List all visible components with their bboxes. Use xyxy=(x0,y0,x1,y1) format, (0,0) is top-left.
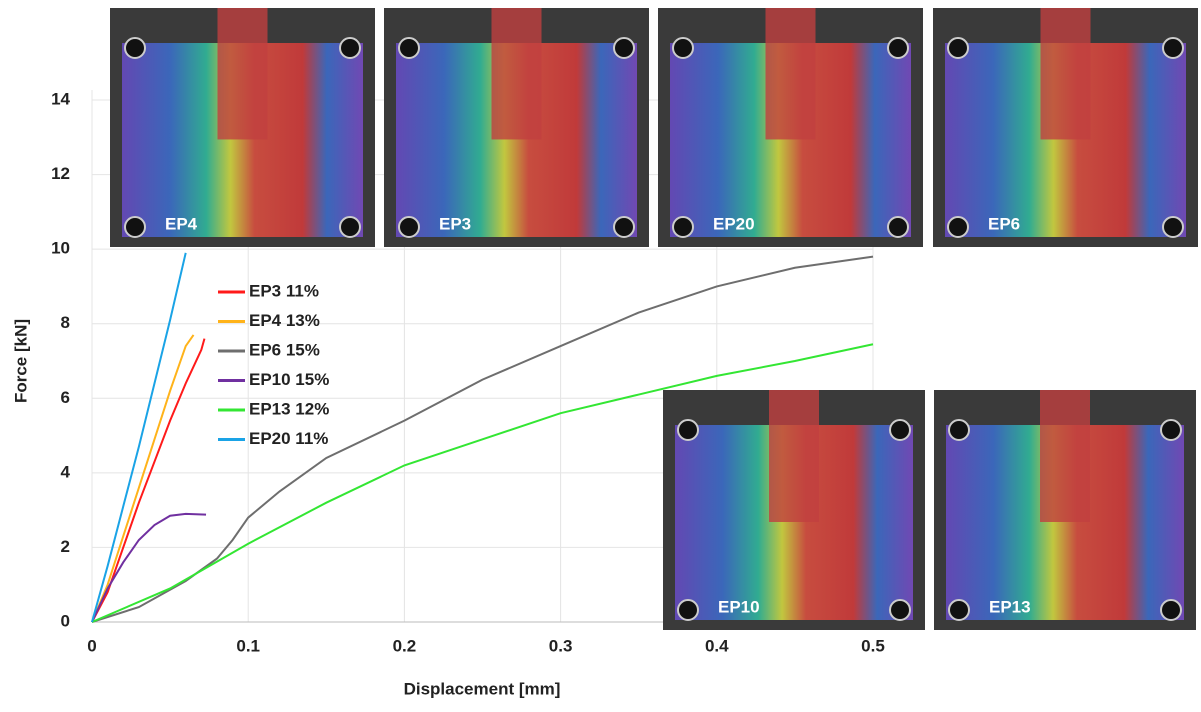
x-tick-label: 0.3 xyxy=(549,636,573,655)
y-tick-label: 4 xyxy=(61,462,71,481)
legend-label: EP20 11% xyxy=(249,429,328,448)
inset-label: EP4 xyxy=(165,214,198,233)
x-axis-title: Displacement [mm] xyxy=(404,679,561,698)
y-tick-label: 0 xyxy=(61,611,70,630)
x-tick-label: 0 xyxy=(87,636,96,655)
inset-hole xyxy=(889,419,911,441)
inset-hole xyxy=(339,216,361,238)
legend-label: EP13 12% xyxy=(249,399,329,418)
inset-label: EP13 xyxy=(989,597,1031,616)
inset-hole xyxy=(672,37,694,59)
y-tick-label: 8 xyxy=(61,313,70,332)
inset-hole xyxy=(339,37,361,59)
inset-grip xyxy=(769,390,819,522)
inset-hole xyxy=(613,216,635,238)
inset-hole xyxy=(947,216,969,238)
inset-hole xyxy=(613,37,635,59)
y-tick-label: 2 xyxy=(61,537,70,556)
inset-grip xyxy=(1040,8,1091,140)
inset-hole xyxy=(677,599,699,621)
inset-hole xyxy=(677,419,699,441)
inset-label: EP3 xyxy=(439,214,471,233)
legend-label: EP6 15% xyxy=(249,340,320,359)
y-tick-label: 12 xyxy=(51,164,70,183)
x-tick-label: 0.1 xyxy=(236,636,260,655)
inset-grip xyxy=(1040,390,1090,522)
x-tick-label: 0.4 xyxy=(705,636,729,655)
inset-hole xyxy=(1160,419,1182,441)
legend-label: EP4 13% xyxy=(249,311,320,330)
inset-hole xyxy=(947,37,969,59)
inset-grip xyxy=(491,8,542,140)
inset-hole xyxy=(887,37,909,59)
inset-hole xyxy=(398,37,420,59)
y-tick-label: 10 xyxy=(51,239,70,258)
inset-label: EP6 xyxy=(988,214,1020,233)
inset-hole xyxy=(948,419,970,441)
inset-label: EP10 xyxy=(718,597,760,616)
inset-hole xyxy=(672,216,694,238)
y-tick-label: 14 xyxy=(51,89,70,108)
legend-label: EP10 15% xyxy=(249,370,329,389)
inset-hole xyxy=(1162,216,1184,238)
inset-grip xyxy=(217,8,268,140)
inset-hole xyxy=(1160,599,1182,621)
x-tick-label: 0.2 xyxy=(393,636,417,655)
y-axis-title: Force [kN] xyxy=(11,319,30,403)
inset-hole xyxy=(889,599,911,621)
y-tick-label: 6 xyxy=(61,388,70,407)
inset-hole xyxy=(124,37,146,59)
series-line xyxy=(91,334,195,623)
legend-label: EP3 11% xyxy=(249,281,319,300)
inset-hole xyxy=(948,599,970,621)
series-line xyxy=(91,338,206,623)
inset-hole xyxy=(398,216,420,238)
series-line xyxy=(91,343,874,623)
inset-hole xyxy=(1162,37,1184,59)
inset-hole xyxy=(887,216,909,238)
inset-grip xyxy=(765,8,816,140)
series-line xyxy=(91,512,207,623)
series-line xyxy=(91,252,187,623)
inset-hole xyxy=(124,216,146,238)
inset-label: EP20 xyxy=(713,214,755,233)
x-tick-label: 0.5 xyxy=(861,636,885,655)
